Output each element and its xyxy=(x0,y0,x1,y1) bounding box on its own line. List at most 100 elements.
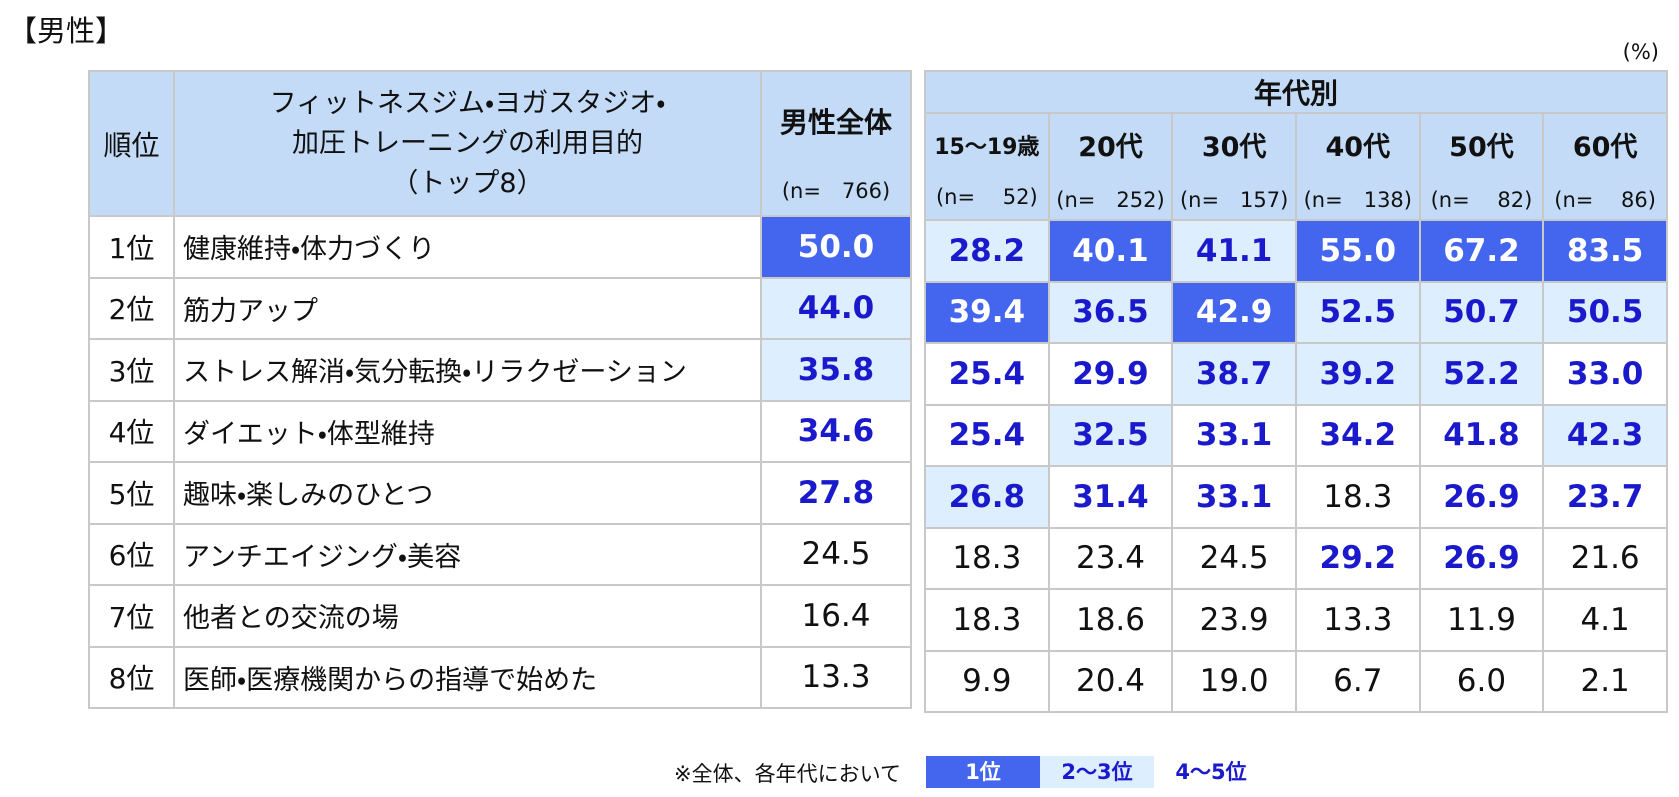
value: 4.1 xyxy=(1542,588,1668,652)
purpose: 筋力アップ xyxy=(173,276,762,340)
purpose: 他者との交流の場 xyxy=(173,584,762,648)
purpose-line: 加圧トレーニングの利用目的 xyxy=(292,127,643,159)
value: 26.9 xyxy=(1418,526,1545,590)
value: 41.1 xyxy=(1171,219,1297,283)
value: 50.0 xyxy=(760,215,912,279)
value: 42.9 xyxy=(1171,280,1297,344)
age-n: (n= 82) xyxy=(1430,188,1533,212)
value: 42.3 xyxy=(1542,403,1668,467)
purpose-line: フィットネスジム・ヨガスタジオ・ xyxy=(269,87,666,119)
row: 2位 筋力アップ 44.0 xyxy=(88,276,912,340)
rank: 2位 xyxy=(88,276,175,340)
value: 67.2 xyxy=(1418,219,1545,283)
value: 33.1 xyxy=(1171,465,1297,529)
value: 52.5 xyxy=(1294,280,1421,344)
purpose: 健康維持・体力づくり xyxy=(173,215,762,279)
value: 38.7 xyxy=(1171,342,1297,406)
legend-item: 2～3位 xyxy=(1040,756,1154,788)
value: 50.7 xyxy=(1418,280,1545,344)
value: 24.5 xyxy=(1171,526,1297,590)
age-n: (n= 86) xyxy=(1554,188,1656,212)
value: 36.5 xyxy=(1047,280,1174,344)
value: 31.4 xyxy=(1047,465,1174,529)
rank: 6位 xyxy=(88,522,175,586)
value: 33.0 xyxy=(1542,342,1668,406)
age-name: 50代 xyxy=(1449,132,1514,163)
rank: 7位 xyxy=(88,584,175,648)
value: 13.3 xyxy=(1294,588,1421,652)
value: 21.6 xyxy=(1542,526,1668,590)
value: 26.9 xyxy=(1418,465,1545,529)
age-header: 20代 (n= 252) xyxy=(1047,112,1174,221)
purpose: 趣味・楽しみのひとつ xyxy=(173,461,762,525)
row: 4位 ダイエット・体型維持 34.6 xyxy=(88,399,912,463)
value: 39.4 xyxy=(924,280,1050,344)
value: 28.2 xyxy=(924,219,1050,283)
value: 2.1 xyxy=(1542,649,1668,713)
rank: 1位 xyxy=(88,215,175,279)
value: 18.3 xyxy=(1294,465,1421,529)
age-group: 年代別 xyxy=(924,70,1668,114)
legend-item: 4～5位 xyxy=(1175,760,1247,784)
value: 27.8 xyxy=(760,461,912,525)
purpose: ダイエット・体型維持 xyxy=(173,399,762,463)
age-n: (n= 252) xyxy=(1056,188,1165,212)
age-header: 15～19歳 (n= 52) xyxy=(924,112,1050,221)
value: 34.6 xyxy=(760,399,912,463)
value: 18.3 xyxy=(924,588,1050,652)
age-name: 15～19歳 xyxy=(934,134,1040,160)
header-row: 順位 フィットネスジム・ヨガスタジオ・ 加圧トレーニングの利用目的 （トップ8） 男性全… xyxy=(88,70,912,217)
age-table: 年代別 15～19歳 (n= 52) 20代 (n= 252) 30代 (n= 157) 40… xyxy=(924,70,1668,713)
value: 41.8 xyxy=(1418,403,1545,467)
age-name: 60代 xyxy=(1572,132,1638,163)
overall-table: 順位 フィットネスジム・ヨガスタジオ・ 加圧トレーニングの利用目的 （トップ8） 男性全… xyxy=(88,70,912,709)
value: 29.2 xyxy=(1294,526,1421,590)
value: 34.2 xyxy=(1294,403,1421,467)
value: 16.4 xyxy=(760,584,912,648)
value: 6.7 xyxy=(1294,649,1421,713)
row: 6位 アンチエイジング・美容 24.5 xyxy=(88,522,912,586)
rank-header: 順位 xyxy=(88,70,175,217)
value: 18.6 xyxy=(1047,588,1174,652)
legend-item: 1位 xyxy=(926,756,1040,788)
row: 28.2 40.1 41.1 55.0 67.2 83.5 xyxy=(924,219,1668,283)
purpose: アンチエイジング・美容 xyxy=(173,522,762,586)
value: 23.9 xyxy=(1171,588,1297,652)
value: 33.1 xyxy=(1171,403,1297,467)
age-n: (n= 138) xyxy=(1303,188,1412,212)
value: 25.4 xyxy=(924,403,1050,467)
purpose-line: （トップ8） xyxy=(391,167,544,199)
row: 1位 健康維持・体力づくり 50.0 xyxy=(88,215,912,279)
rank: 8位 xyxy=(88,645,175,709)
value: 40.1 xyxy=(1047,219,1174,283)
value: 23.7 xyxy=(1542,465,1668,529)
row: 18.3 18.6 23.9 13.3 11.9 4.1 xyxy=(924,588,1668,652)
value: 9.9 xyxy=(924,649,1050,713)
row: 3位 ストレス解消・気分転換・リラクゼーション 35.8 xyxy=(88,338,912,402)
row: 7位 他者との交流の場 16.4 xyxy=(88,584,912,648)
row: 25.4 32.5 33.1 34.2 41.8 42.3 xyxy=(924,403,1668,467)
age-row: 15～19歳 (n= 52) 20代 (n= 252) 30代 (n= 157) 40代 (n… xyxy=(924,112,1668,221)
value: 19.0 xyxy=(1171,649,1297,713)
age-header: 50代 (n= 82) xyxy=(1418,112,1545,221)
value: 29.9 xyxy=(1047,342,1174,406)
row: 18.3 23.4 24.5 29.2 26.9 21.6 xyxy=(924,526,1668,590)
age-group-row: 年代別 xyxy=(924,70,1668,114)
value: 44.0 xyxy=(760,276,912,340)
age-header: 30代 (n= 157) xyxy=(1171,112,1297,221)
value: 35.8 xyxy=(760,338,912,402)
value: 18.3 xyxy=(924,526,1050,590)
legend: 1位 2～3位 4～5位 xyxy=(926,756,1268,788)
rank: 5位 xyxy=(88,461,175,525)
value: 6.0 xyxy=(1418,649,1545,713)
value: 50.5 xyxy=(1542,280,1668,344)
overall-name: 男性全体 xyxy=(779,105,892,139)
note: ※全体、各年代において xyxy=(674,762,901,786)
row: 9.9 20.4 19.0 6.7 6.0 2.1 xyxy=(924,649,1668,713)
age-header: 60代 (n= 86) xyxy=(1542,112,1668,221)
purpose: ストレス解消・気分転換・リラクゼーション xyxy=(173,338,762,402)
value: 24.5 xyxy=(760,522,912,586)
row: 26.8 31.4 33.1 18.3 26.9 23.7 xyxy=(924,465,1668,529)
value: 23.4 xyxy=(1047,526,1174,590)
